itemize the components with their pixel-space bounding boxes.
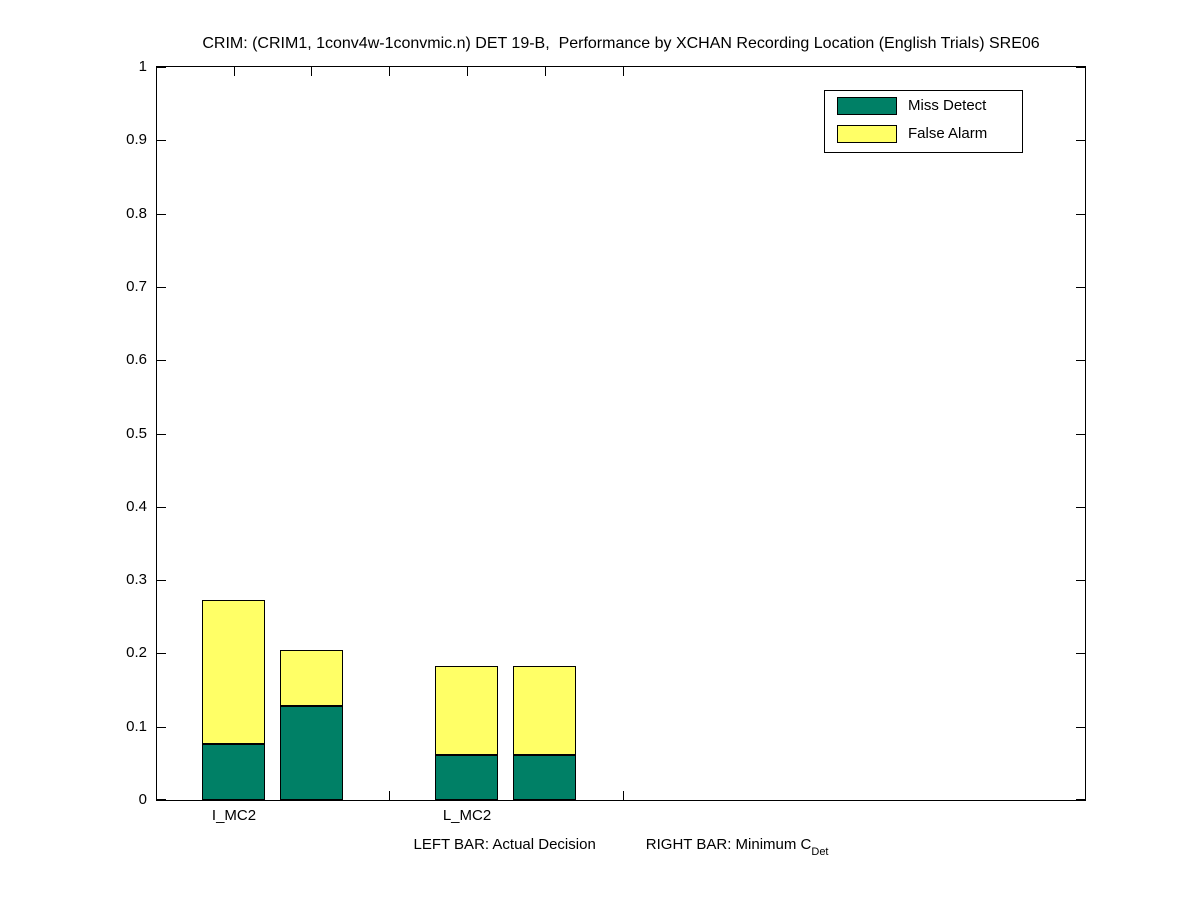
y-axis-tick-left (157, 580, 166, 581)
bar-segment-false-alarm (280, 650, 343, 706)
y-axis-tick-left (157, 434, 166, 435)
y-tick-label: 1 (138, 58, 147, 75)
y-axis-tick-right (1076, 799, 1085, 800)
y-axis-tick-left (157, 214, 166, 215)
y-tick-label: 0.4 (126, 498, 147, 515)
y-axis-tick-left (157, 653, 166, 654)
y-axis-tick-left (157, 140, 166, 141)
y-axis-tick-left (157, 507, 166, 508)
y-tick-label: 0 (138, 791, 147, 808)
y-tick-label: 0.5 (126, 425, 147, 442)
false-alarm-swatch (837, 125, 897, 143)
y-axis-tick-right (1076, 507, 1085, 508)
x-tick-label: I_MC2 (211, 807, 257, 824)
caption-left-bar: LEFT BAR: Actual Decision (413, 836, 596, 853)
y-tick-label: 0.7 (126, 278, 147, 295)
y-axis-tick-right (1076, 287, 1085, 288)
chart-title: CRIM: (CRIM1, 1conv4w-1convmic.n) DET 19… (202, 35, 1040, 52)
x-axis-tick-top (623, 67, 624, 76)
y-tick-label: 0.2 (126, 644, 147, 661)
y-axis-tick-right (1076, 653, 1085, 654)
y-axis-tick-left (157, 360, 166, 361)
y-axis-tick-right (1076, 727, 1085, 728)
y-axis-tick-right (1076, 360, 1085, 361)
x-axis-tick-top (311, 67, 312, 76)
bar-segment-false-alarm (435, 666, 498, 755)
x-tick-label: L_MC2 (442, 807, 492, 824)
bar-segment-miss-detect (513, 755, 576, 800)
bar-segment-false-alarm (202, 600, 265, 744)
x-axis-tick-top (234, 67, 235, 76)
x-axis-tick-top (389, 67, 390, 76)
bar-segment-miss-detect (435, 755, 498, 800)
y-axis-tick-left (157, 727, 166, 728)
y-axis-tick-left (157, 799, 166, 800)
y-tick-label: 0.3 (126, 571, 147, 588)
y-tick-label: 0.1 (126, 718, 147, 735)
legend-item-miss-detect: Miss Detect (837, 97, 1022, 115)
y-tick-label: 0.8 (126, 205, 147, 222)
plot-area (156, 66, 1086, 801)
bar-segment-false-alarm (513, 666, 576, 755)
y-axis-tick-right (1076, 434, 1085, 435)
x-axis-tick-top (467, 67, 468, 76)
y-axis-tick-right (1076, 214, 1085, 215)
miss-detect-swatch (837, 97, 897, 115)
legend: Miss Detect False Alarm (824, 90, 1023, 153)
bar-segment-miss-detect (202, 744, 265, 800)
y-axis-tick-left (157, 67, 166, 68)
legend-label-false-alarm: False Alarm (908, 125, 988, 142)
bar-segment-miss-detect (280, 706, 343, 800)
y-axis-tick-right (1076, 580, 1085, 581)
x-axis-tick-bottom (623, 791, 624, 800)
y-axis-tick-right (1076, 140, 1085, 141)
y-tick-label: 0.9 (126, 131, 147, 148)
y-tick-label: 0.6 (126, 351, 147, 368)
caption-right-bar: RIGHT BAR: Minimum C (645, 836, 812, 853)
legend-label-miss-detect: Miss Detect (908, 97, 987, 114)
legend-item-false-alarm: False Alarm (837, 125, 1022, 143)
y-axis-tick-left (157, 287, 166, 288)
x-axis-tick-bottom (389, 791, 390, 800)
y-axis-tick-right (1076, 67, 1085, 68)
x-axis-tick-top (545, 67, 546, 76)
x-axis-caption: LEFT BAR: Actual Decision RIGHT BAR: Mini… (157, 836, 1085, 858)
caption-subscript: Det (811, 846, 829, 858)
